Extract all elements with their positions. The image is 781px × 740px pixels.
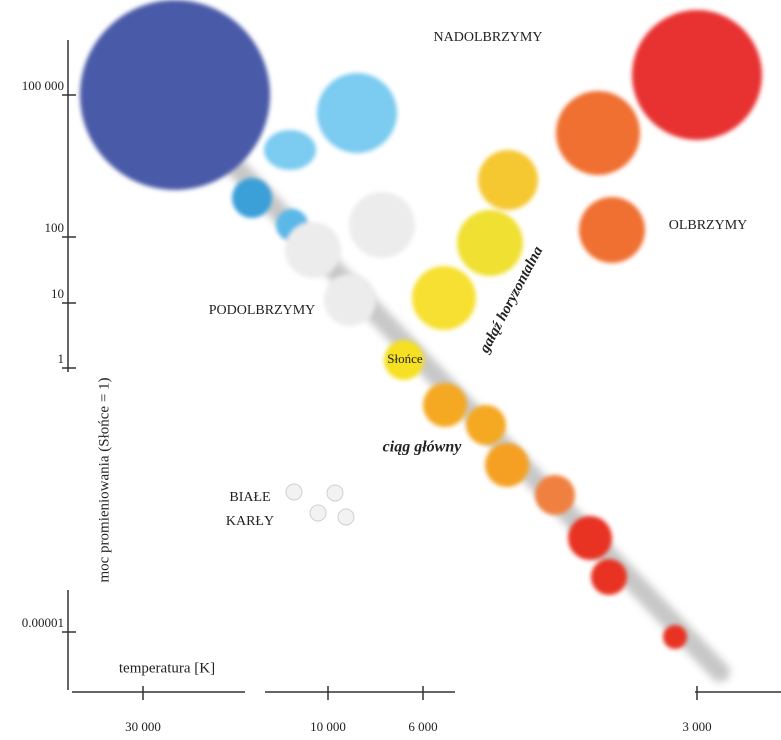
star [466,405,506,445]
star [264,130,316,170]
y-tick-label: 0.00001 [22,615,64,630]
star [457,210,523,276]
y-tick-label: 100 [45,220,65,235]
star [338,509,354,525]
star [310,505,326,521]
y-axis-label: moc promieniowania (Słońce = 1) [96,377,112,582]
x-axis-label: temperatura [K] [119,660,215,676]
star [285,222,341,278]
stars [80,0,762,649]
white-dwarfs [286,484,354,525]
x-tick-label: 3 000 [682,719,711,734]
hr-diagram: NADOLBRZYMY OLBRZYMY PODOLBRZYMY Słońce … [0,0,781,740]
star [485,443,529,487]
star [232,178,272,218]
y-tick-label: 100 000 [22,78,64,93]
star [286,484,302,500]
y-tick-label: 10 [51,286,64,301]
star [535,475,575,515]
star [556,91,640,175]
star [423,383,467,427]
star [324,274,376,326]
star [591,559,627,595]
star [568,516,612,560]
x-tick-label: 30 000 [125,719,161,734]
star [327,485,343,501]
y-tick-label: 1 [58,351,65,366]
x-tick-label: 6 000 [408,719,437,734]
star [317,73,397,153]
star [349,192,415,258]
star [80,0,270,190]
star [632,10,762,140]
region-label: OLBRZYMY [669,218,748,233]
sun-label: Słońce [387,351,423,366]
star [663,625,687,649]
x-tick-label: 10 000 [310,719,346,734]
star [478,150,538,210]
region-label: BIAŁE [229,490,270,505]
region-label: PODOLBRZYMY [209,303,316,318]
region-label: KARŁY [226,514,274,529]
region-label: NADOLBRZYMY [434,30,543,45]
star [579,197,645,263]
main-sequence-label: ciąg główny [383,439,463,456]
star [412,266,476,330]
